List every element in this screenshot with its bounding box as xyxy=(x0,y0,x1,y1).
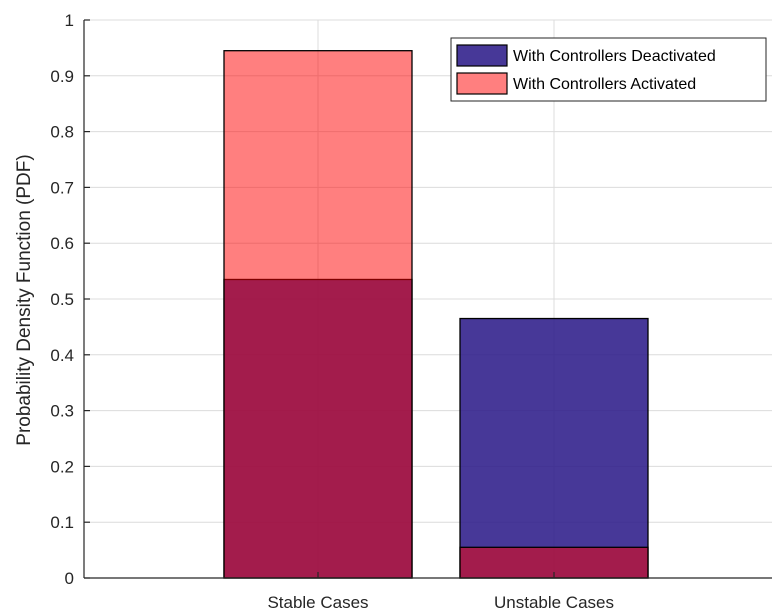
legend: With Controllers Deactivated With Control… xyxy=(450,37,767,102)
bar-deactivated-unstable xyxy=(459,317,649,579)
x-tick-label: Stable Cases xyxy=(267,593,368,612)
y-tick-label: 0.4 xyxy=(50,346,74,365)
y-tick-label: 0.3 xyxy=(50,402,74,421)
y-tick-label: 0.9 xyxy=(50,67,74,86)
y-tick-label: 0.7 xyxy=(50,178,74,197)
legend-swatch xyxy=(456,72,508,95)
y-tick-label: 0.6 xyxy=(50,234,74,253)
y-tick-label: 1 xyxy=(65,11,74,30)
axes xyxy=(83,19,772,579)
y-tick-label: 0 xyxy=(65,569,74,588)
grid xyxy=(84,19,772,578)
y-tick-label: 0.2 xyxy=(50,457,74,476)
bars xyxy=(223,50,649,579)
legend-label: With Controllers Activated xyxy=(513,76,696,93)
bar-activated-stable xyxy=(223,50,413,579)
y-tick-label: 0.1 xyxy=(50,513,74,532)
x-tick-label: Unstable Cases xyxy=(494,593,614,612)
y-ticks: 0 0.1 0.2 0.3 0.4 0.5 0.6 0.7 0.8 0.9 1 xyxy=(50,11,74,588)
legend-label: With Controllers Deactivated xyxy=(513,48,716,65)
y-tick-label: 0.5 xyxy=(50,290,74,309)
y-tick-label: 0.8 xyxy=(50,123,74,142)
legend-swatch xyxy=(456,44,508,67)
x-ticks: Stable Cases Unstable Cases xyxy=(267,593,614,612)
y-axis-label: Probability Density Function (PDF) xyxy=(14,154,35,445)
